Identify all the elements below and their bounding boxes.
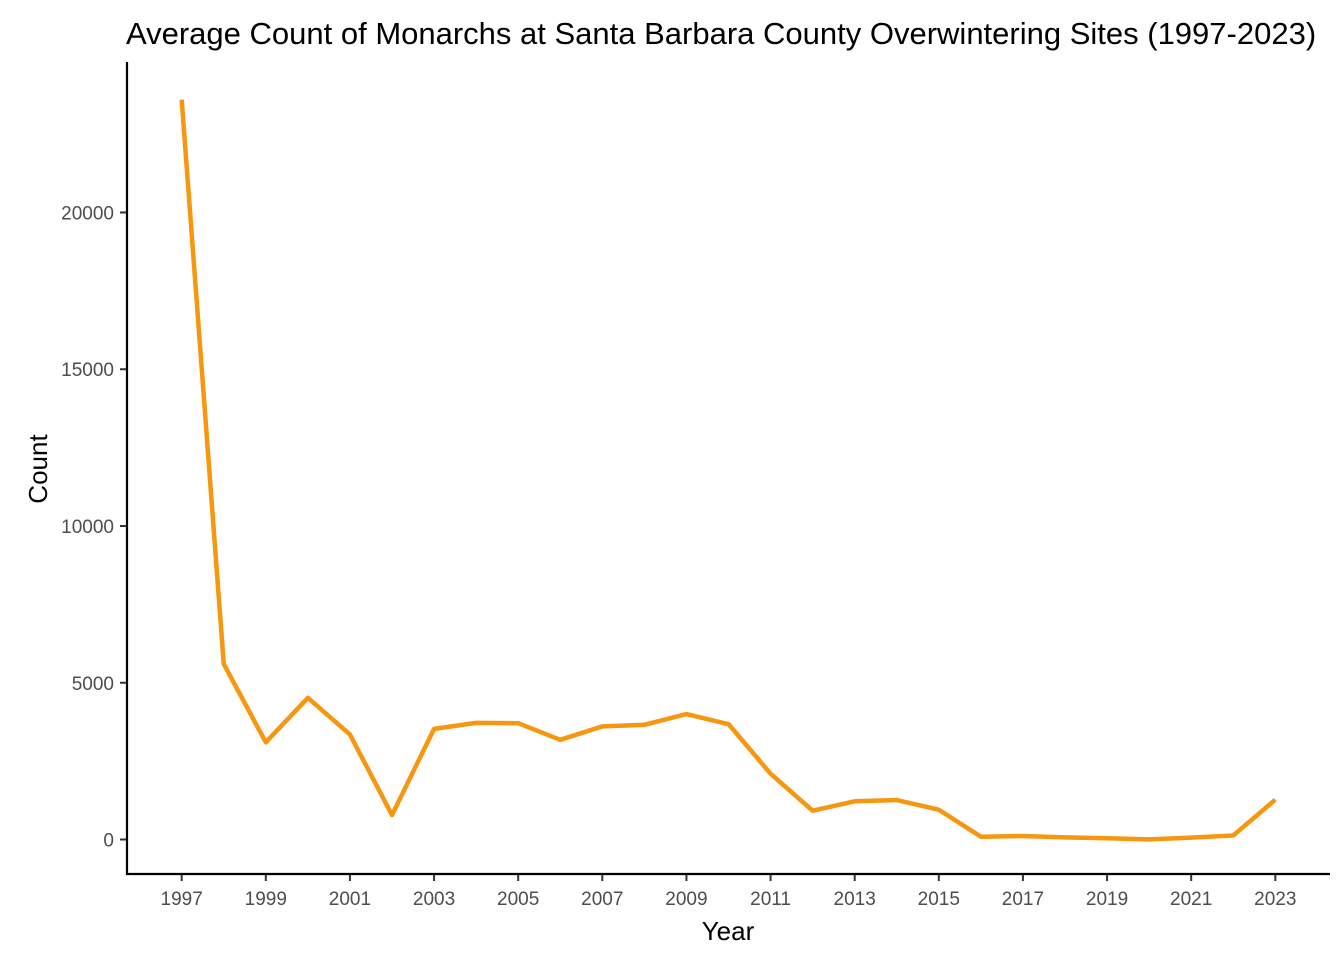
y-axis-title: Count xyxy=(23,434,53,504)
series-line-0 xyxy=(179,99,1277,842)
x-tick-label: 2003 xyxy=(413,889,455,910)
y-axis-ticks: 0 5000 10000 15000 20000 xyxy=(61,203,127,852)
y-tick-label: 15000 xyxy=(61,360,114,381)
x-tick-label: 2019 xyxy=(1086,889,1128,910)
y-tick-label: 20000 xyxy=(61,203,114,224)
x-tick-label: 2005 xyxy=(497,889,539,910)
x-axis-ticks: 1997 1999 2001 2003 2005 2007 2009 2011 2013 2015… xyxy=(161,874,1296,910)
x-tick-label: 2023 xyxy=(1254,889,1296,910)
x-tick-label: 1999 xyxy=(245,889,287,910)
y-tick-label: 0 xyxy=(103,831,114,852)
x-axis-title: Year xyxy=(702,916,755,946)
x-tick-label: 2009 xyxy=(665,889,707,910)
x-tick-label: 2015 xyxy=(918,889,960,910)
x-tick-label: 2017 xyxy=(1002,889,1044,910)
x-tick-label: 2011 xyxy=(750,889,791,910)
x-tick-label: 2001 xyxy=(329,889,371,910)
y-tick-label: 10000 xyxy=(61,517,114,538)
x-tick-label: 2021 xyxy=(1170,889,1212,910)
series-layer xyxy=(179,99,1277,842)
x-tick-label: 1997 xyxy=(161,889,203,910)
chart-title: Average Count of Monarchs at Santa Barba… xyxy=(126,16,1316,51)
y-tick-label: 5000 xyxy=(72,674,114,695)
x-tick-label: 2013 xyxy=(834,889,876,910)
x-tick-label: 2007 xyxy=(581,889,623,910)
